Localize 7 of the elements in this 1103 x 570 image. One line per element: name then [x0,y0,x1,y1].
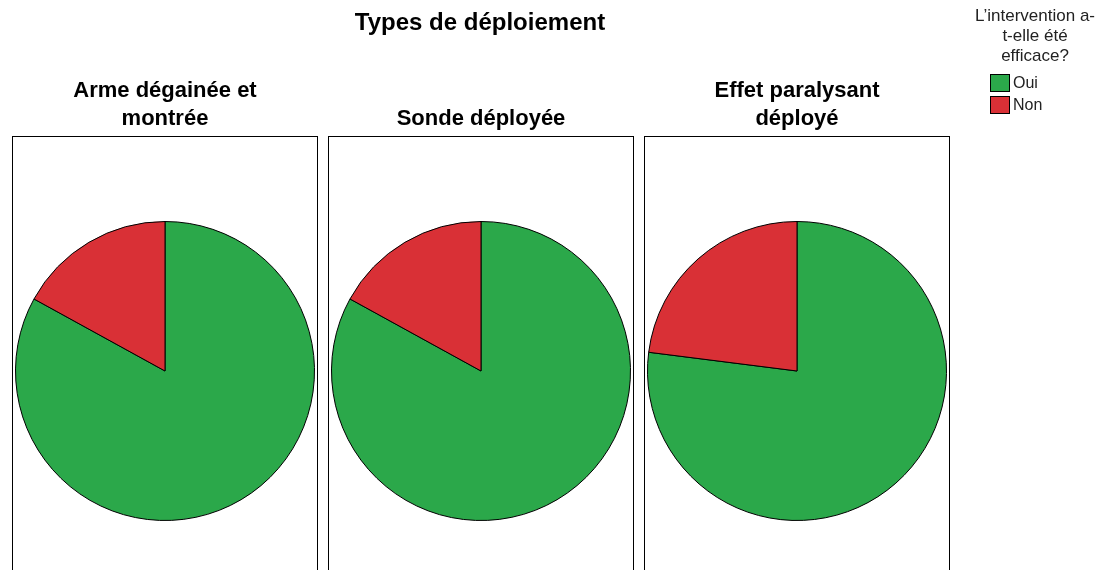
legend-label: Non [1013,96,1043,114]
text: Types de déploiement [353,8,607,36]
legend-title: L’intervention a-t-elle été efficace? [974,6,1096,66]
chart-title: Sonde déployée [395,104,567,132]
text: Arme dégainée et montrée [72,76,258,132]
chart-title: Effet paralysant déployé [713,76,881,132]
legend-label: Oui [1013,74,1038,92]
